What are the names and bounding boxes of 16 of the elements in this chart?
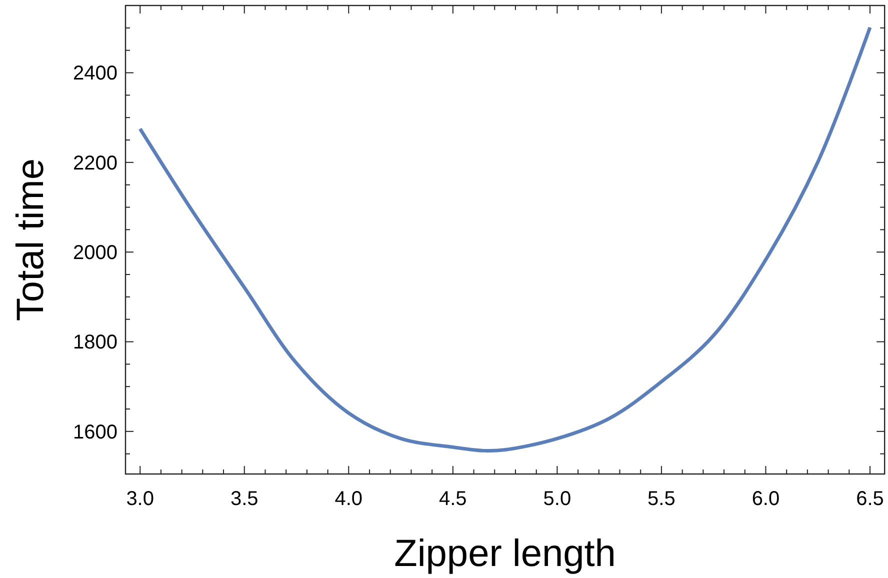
x-tick-label: 5.0	[543, 488, 572, 510]
x-tick-label: 6.5	[856, 488, 884, 510]
y-tick-label: 2000	[73, 242, 118, 264]
x-tick-label: 4.0	[334, 488, 363, 510]
x-tick-label: 3.0	[126, 488, 154, 510]
x-tick-label: 4.5	[439, 488, 467, 510]
y-axis-title: Total time	[10, 158, 52, 322]
y-tick-label: 1600	[73, 421, 118, 444]
x-tick-label: 3.5	[230, 488, 258, 510]
x-axis-title: Zipper length	[394, 533, 616, 575]
y-tick-label: 1800	[73, 332, 118, 354]
line-series	[138, 26, 872, 453]
x-tick-label: 6.0	[752, 488, 780, 510]
y-tick-label: 2200	[73, 152, 118, 174]
x-tick-label: 5.5	[648, 488, 676, 510]
y-tick-label: 2400	[73, 62, 118, 85]
